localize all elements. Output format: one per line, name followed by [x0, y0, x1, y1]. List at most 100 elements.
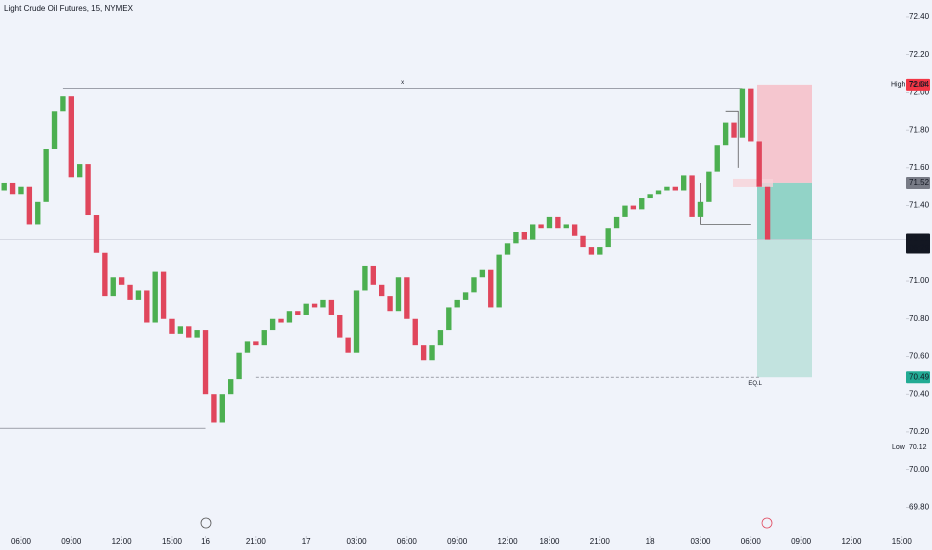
candle-body [722, 122, 729, 146]
candle-body [622, 205, 628, 217]
candle-body [278, 318, 284, 323]
candle-body [429, 345, 435, 361]
candle-body [555, 216, 561, 229]
candle-body [681, 175, 687, 191]
x-tick-label: 09:00 [791, 537, 812, 546]
y-tick-label: 72.20 [909, 50, 930, 59]
target-tag-bg [906, 371, 930, 384]
candle-body [412, 318, 418, 346]
candle-body [102, 252, 108, 297]
x-tick-label: 06:00 [11, 537, 32, 546]
x-tick-label: 21:00 [590, 537, 611, 546]
candle-body [244, 341, 251, 353]
candle-body [379, 284, 385, 297]
candle-body [504, 243, 511, 255]
candle-body [253, 341, 259, 346]
candle-body [135, 290, 142, 300]
candle-body [479, 269, 486, 278]
x-tick-label: 17 [302, 537, 311, 546]
candle-body [77, 164, 83, 178]
candle-body [261, 330, 267, 346]
candle-body [630, 205, 637, 210]
low-value: 70.12 [909, 444, 927, 451]
x-tick-label: 12:00 [498, 537, 519, 546]
candle-body [169, 318, 175, 334]
candle-body [353, 290, 360, 353]
candle-body [9, 182, 16, 195]
candle-body [18, 186, 24, 195]
candle-body [672, 186, 678, 191]
candle-body [228, 379, 234, 395]
target-tag: 70.49 [909, 372, 930, 381]
candle-body [370, 265, 376, 285]
y-tick-label: 71.00 [909, 276, 930, 285]
candle-body [387, 296, 393, 312]
low-label: Low [892, 444, 906, 451]
candle-body [748, 88, 754, 142]
stop-tag: 72.04 [909, 80, 930, 89]
candle-body [328, 299, 335, 315]
x-tick-label: 06:00 [741, 537, 762, 546]
entry-tag: 71.52 [909, 178, 930, 187]
x-tick-label: 09:00 [61, 537, 82, 546]
entry-tag-bg [906, 176, 930, 189]
candle-body [530, 224, 536, 240]
candle-body [26, 186, 33, 225]
candle-body [462, 292, 469, 300]
candle-body [345, 337, 351, 353]
candle-body [236, 352, 242, 380]
bottom-icons [200, 517, 773, 529]
y-tick-label: 71.60 [909, 163, 930, 172]
y-tick-label: 71.80 [909, 125, 930, 134]
candle-body [68, 96, 74, 178]
candle-body [639, 198, 645, 210]
candle-body [513, 231, 519, 244]
x-tick-label: 09:00 [447, 537, 468, 546]
last-price-tag: 71.22 [909, 235, 930, 244]
candle-body [194, 330, 200, 338]
candle-body [118, 277, 125, 285]
candle-body [404, 277, 410, 319]
y-tick-label: 69.80 [909, 502, 930, 511]
candle-body [420, 345, 427, 361]
candle-body [186, 326, 192, 338]
x-tick-label: 03:00 [690, 537, 711, 546]
candle-body [697, 201, 704, 217]
chart-title: Light Crude Oil Futures, 15, NYMEX [4, 4, 134, 13]
candle-body [563, 224, 569, 229]
candle-body [597, 247, 603, 255]
candle-body [211, 394, 217, 423]
candle-body [731, 122, 737, 138]
high-value: 72.04 [909, 82, 927, 89]
candle-body [739, 88, 746, 138]
x-tick-label: 06:00 [397, 537, 418, 546]
candle-body [110, 277, 116, 297]
x-tick-label: 21:00 [246, 537, 267, 546]
y-tick-label: 70.00 [909, 465, 930, 474]
y-tick-label: 72.00 [909, 88, 930, 97]
x-tick-label: 16 [201, 537, 210, 546]
candle-body [202, 330, 209, 395]
candle-body [605, 228, 611, 248]
candle-body [571, 224, 578, 236]
candle-body [764, 186, 771, 240]
candle-body [647, 194, 653, 199]
candle-body [580, 235, 586, 248]
candle-body [93, 215, 100, 253]
x-tick-label: 03:00 [347, 537, 368, 546]
candle-body [337, 314, 343, 338]
x-tick-label: 12:00 [841, 537, 862, 546]
candle-body [152, 271, 158, 323]
candle-body [311, 303, 318, 308]
candle-body [286, 311, 293, 323]
candle-body [706, 171, 712, 202]
stop-tag-bg [906, 78, 930, 91]
high-label: High [891, 82, 906, 89]
candle-body [127, 284, 133, 300]
candle-body [35, 201, 41, 225]
candle-body [144, 290, 150, 323]
candle-body [85, 164, 91, 216]
y-tick-label: 70.60 [909, 352, 930, 361]
candle-body [655, 190, 662, 195]
